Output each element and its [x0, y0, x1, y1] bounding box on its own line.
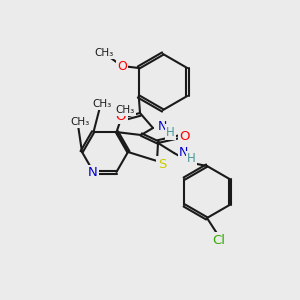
Text: N: N	[179, 146, 188, 160]
Text: CH₃: CH₃	[70, 117, 90, 127]
Text: Cl: Cl	[212, 233, 226, 247]
Text: H: H	[166, 125, 175, 139]
Text: H: H	[187, 152, 196, 166]
Text: N: N	[88, 167, 98, 179]
Text: O: O	[180, 130, 190, 142]
Text: CH₃: CH₃	[92, 99, 112, 109]
Text: S: S	[158, 158, 166, 170]
Text: CH₃: CH₃	[94, 48, 114, 58]
Text: N: N	[158, 119, 167, 133]
Text: O: O	[116, 110, 126, 122]
Text: CH₃: CH₃	[116, 105, 135, 115]
Text: O: O	[117, 59, 127, 73]
